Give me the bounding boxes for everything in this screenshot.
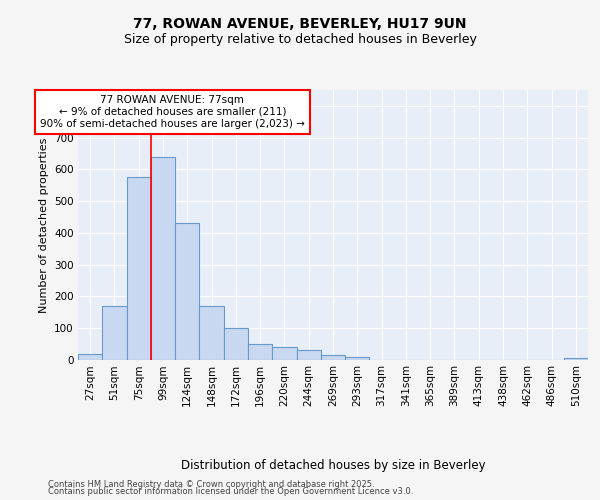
Bar — [296, 350, 321, 360]
Bar — [127, 178, 151, 360]
Text: Contains HM Land Registry data © Crown copyright and database right 2025.: Contains HM Land Registry data © Crown c… — [48, 480, 374, 489]
Bar — [224, 328, 248, 360]
Bar — [248, 344, 272, 360]
Text: Size of property relative to detached houses in Beverley: Size of property relative to detached ho… — [124, 32, 476, 46]
Bar — [102, 306, 127, 360]
Text: 77 ROWAN AVENUE: 77sqm
← 9% of detached houses are smaller (211)
90% of semi-det: 77 ROWAN AVENUE: 77sqm ← 9% of detached … — [40, 96, 305, 128]
Bar — [78, 354, 102, 360]
Y-axis label: Number of detached properties: Number of detached properties — [38, 138, 49, 312]
Bar — [272, 348, 296, 360]
Bar — [345, 357, 370, 360]
Bar — [175, 224, 199, 360]
Text: Distribution of detached houses by size in Beverley: Distribution of detached houses by size … — [181, 460, 485, 472]
Bar — [564, 358, 588, 360]
Text: 77, ROWAN AVENUE, BEVERLEY, HU17 9UN: 77, ROWAN AVENUE, BEVERLEY, HU17 9UN — [133, 18, 467, 32]
Bar — [199, 306, 224, 360]
Bar — [321, 355, 345, 360]
Bar — [151, 156, 175, 360]
Text: Contains public sector information licensed under the Open Government Licence v3: Contains public sector information licen… — [48, 488, 413, 496]
